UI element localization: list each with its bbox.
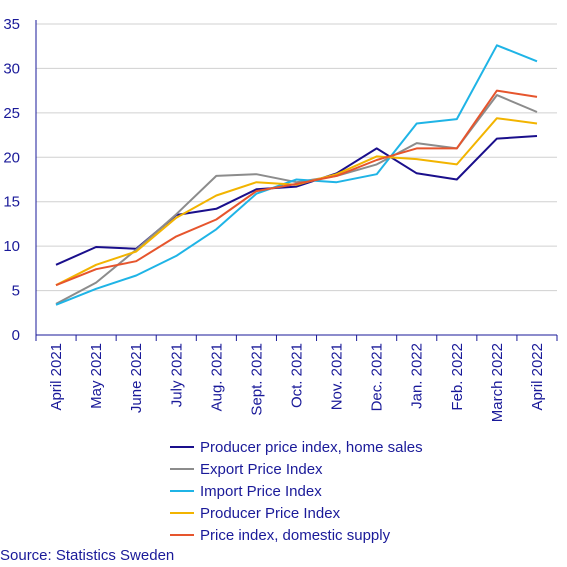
axes [35, 20, 558, 341]
legend-item: Import Price Index [170, 480, 423, 502]
legend-swatch [170, 490, 194, 492]
x-tick-label: Aug. 2021 [208, 343, 225, 411]
y-tick-label: 0 [12, 327, 20, 344]
series-lines [55, 44, 538, 306]
legend: Producer price index, home sales Export P… [170, 436, 423, 546]
x-tick-label: Nov. 2021 [329, 343, 346, 410]
y-tick-label: 15 [3, 194, 20, 211]
legend-item: Export Price Index [170, 458, 423, 480]
source-note: Source: Statistics Sweden [0, 547, 175, 564]
y-tick-label: 25 [3, 105, 20, 122]
legend-swatch [170, 534, 194, 536]
series-line [55, 94, 538, 305]
x-tick-label: Sept. 2021 [248, 343, 265, 416]
legend-item: Price index, domestic supply [170, 524, 423, 546]
y-tick-label: 30 [3, 60, 20, 77]
x-axis-ticks: April 2021 May 2021 June 2021 July 2021 Aug.… [48, 343, 546, 422]
x-tick-label: Dec. 2021 [369, 343, 386, 411]
legend-label: Import Price Index [200, 482, 322, 500]
x-tick-label: Oct. 2021 [289, 343, 306, 408]
legend-label: Export Price Index [200, 460, 323, 478]
y-tick-label: 10 [3, 238, 20, 255]
y-tick-label: 20 [3, 149, 20, 166]
x-tick-label: June 2021 [128, 343, 145, 413]
y-tick-label: 5 [12, 283, 20, 300]
legend-swatch [170, 446, 194, 448]
legend-label: Producer Price Index [200, 504, 341, 522]
legend-swatch [170, 512, 194, 514]
x-tick-label: July 2021 [168, 343, 185, 407]
x-tick-label: April 2022 [529, 343, 546, 411]
legend-item: Producer price index, home sales [170, 436, 423, 458]
y-tick-label: 35 [3, 16, 20, 33]
legend-label: Price index, domestic supply [200, 526, 391, 544]
x-tick-label: April 2021 [48, 343, 65, 411]
x-tick-label: May 2021 [88, 343, 105, 409]
legend-item: Producer Price Index [170, 502, 423, 524]
legend-label: Producer price index, home sales [200, 438, 423, 456]
x-tick-label: Feb. 2022 [449, 343, 466, 411]
series-line [55, 89, 538, 287]
grid-lines [36, 23, 557, 292]
x-tick-label: March 2022 [489, 343, 506, 422]
series-line [55, 44, 538, 306]
x-tick-label: Jan. 2022 [409, 343, 426, 409]
legend-swatch [170, 468, 194, 470]
y-axis-ticks: 0 5 10 15 20 25 30 35 [3, 16, 20, 344]
